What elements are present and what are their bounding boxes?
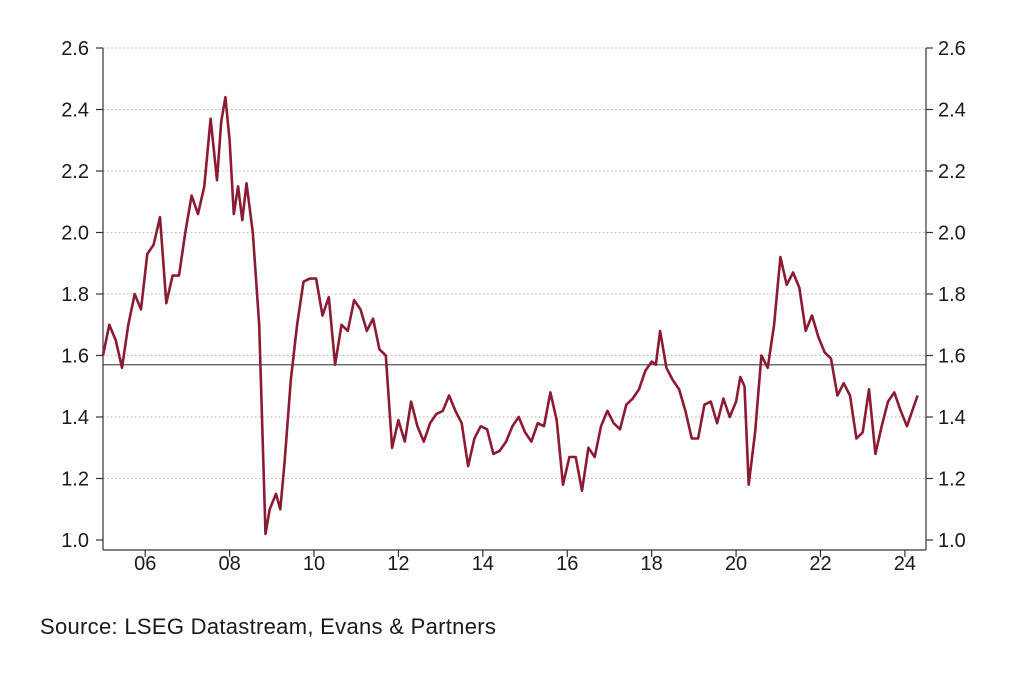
y-tick-label-right: 2.4 [938,100,966,122]
x-tick-label: 10 [303,553,325,575]
y-tick-label-left: 1.2 [61,469,89,491]
gridlines [103,47,926,479]
right-y-axis-ticks: 1.0 1.2 1.4 1.6 1.8 2.0 2.2 2.4 2.6 [926,38,966,552]
x-tick-label: 12 [387,553,409,575]
x-tick-label: 08 [218,553,240,575]
y-tick-label-left: 1.4 [61,407,89,429]
x-axis-ticks: 06 08 10 12 14 16 18 20 22 24 [134,550,916,575]
y-tick-label-right: 1.4 [938,407,966,429]
y-tick-label-left: 2.0 [61,223,89,245]
x-tick-label: 18 [641,553,663,575]
y-tick-label-left: 2.2 [61,161,89,183]
y-tick-label-right: 1.6 [938,346,966,368]
y-tick-label-left: 1.8 [61,284,89,306]
y-tick-label-right: 2.0 [938,223,966,245]
axes [102,48,927,551]
x-tick-label: 22 [809,553,831,575]
x-tick-label: 24 [894,553,916,575]
y-tick-label-left: 1.6 [61,346,89,368]
source-note: Source: LSEG Datastream, Evans & Partner… [40,614,497,639]
line-chart: 1.0 1.2 1.4 1.6 1.8 2.0 2.2 2.4 2.6 1.0 1.2 1.4 1.6… [61,38,966,575]
left-y-axis-ticks: 1.0 1.2 1.4 1.6 1.8 2.0 2.2 2.4 2.6 [61,38,103,552]
x-tick-label: 16 [556,553,578,575]
y-tick-label-left: 1.0 [61,530,89,552]
y-tick-label-right: 1.8 [938,284,966,306]
y-tick-label-right: 2.6 [938,38,966,60]
x-tick-label: 14 [472,553,494,575]
x-tick-label: 20 [725,553,747,575]
y-tick-label-right: 1.0 [938,530,966,552]
x-tick-label: 06 [134,553,156,575]
y-tick-label-left: 2.4 [61,100,89,122]
y-tick-label-right: 2.2 [938,161,966,183]
y-tick-label-right: 1.2 [938,469,966,491]
y-tick-label-left: 2.6 [61,38,89,60]
series-line-ratio [101,95,919,536]
